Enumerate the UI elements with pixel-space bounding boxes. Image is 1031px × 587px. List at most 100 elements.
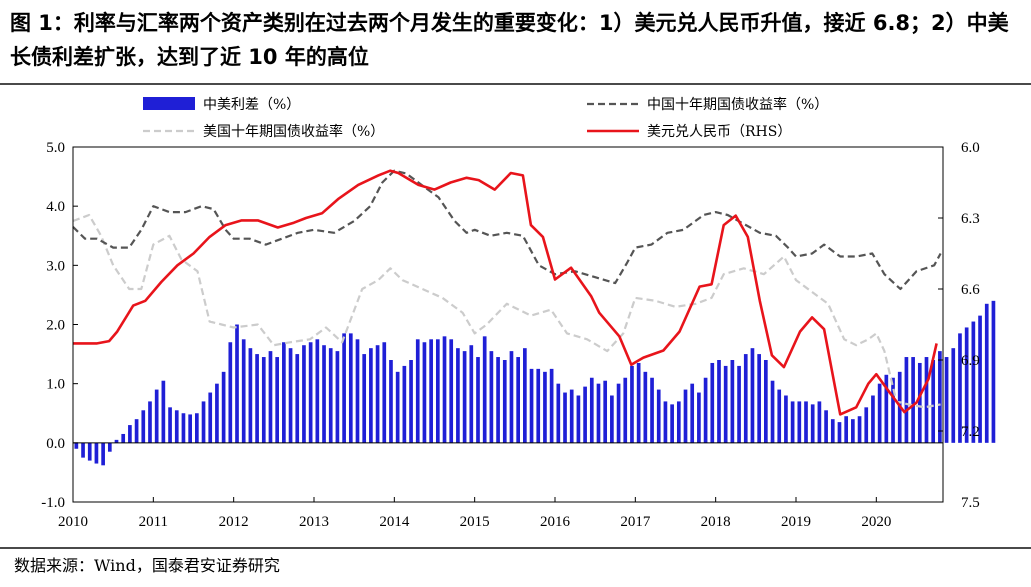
spread-bar xyxy=(248,348,253,443)
spread-bar xyxy=(871,395,875,443)
spread-bar xyxy=(456,348,460,443)
spread-bar xyxy=(971,321,976,443)
spread-bar xyxy=(683,389,688,443)
spread-bar xyxy=(235,324,239,443)
spread-bar xyxy=(991,300,996,443)
spread-bar xyxy=(790,401,795,443)
spread-bar xyxy=(496,357,500,443)
legend-label: 中美利差（%） xyxy=(203,97,300,113)
x-tick-label: 2020 xyxy=(861,514,891,530)
spread-bar xyxy=(757,354,761,443)
spread-bar xyxy=(81,442,85,458)
spread-bar xyxy=(101,442,105,466)
spread-bar xyxy=(469,345,474,443)
spread-bar xyxy=(482,336,487,443)
spread-bar xyxy=(355,339,360,443)
spread-bar xyxy=(643,371,648,443)
spread-bar xyxy=(415,339,420,443)
spread-bar xyxy=(322,345,326,443)
spread-bar xyxy=(824,410,828,443)
spread-bar xyxy=(114,439,119,443)
spread-bar xyxy=(429,339,433,443)
spread-bar xyxy=(958,333,962,443)
spread-bar xyxy=(168,407,172,443)
cn-10y-yield-line xyxy=(72,169,942,291)
spread-bar xyxy=(563,392,567,443)
x-tick-label: 2017 xyxy=(620,514,651,530)
spread-bar xyxy=(369,348,373,443)
figure-title: 图 1：利率与汇率两个资产类别在过去两个月发生的重要变化：1）美元兑人民币升值，… xyxy=(10,11,1009,69)
spread-bar xyxy=(154,389,159,443)
spread-bar xyxy=(917,362,922,443)
spread-bar xyxy=(435,339,440,443)
spread-bar xyxy=(302,345,306,443)
spread-bar xyxy=(964,327,969,443)
spread-bar xyxy=(690,383,695,443)
bottom-rule xyxy=(0,547,1031,549)
x-tick-label: 2019 xyxy=(781,514,811,530)
spread-bar xyxy=(743,354,748,443)
spread-bar xyxy=(697,392,701,443)
spread-bar xyxy=(750,348,755,443)
spread-bar xyxy=(797,401,802,443)
top-rule xyxy=(0,83,1031,85)
spread-bar xyxy=(529,368,534,443)
spread-bar xyxy=(509,351,514,443)
spread-bar xyxy=(288,348,293,443)
spread-bar xyxy=(576,395,581,443)
spread-bar xyxy=(516,357,520,443)
x-tick-label: 2018 xyxy=(701,514,731,530)
spread-bar xyxy=(717,360,721,443)
right-tick-label: 7.2 xyxy=(961,424,980,440)
spread-bar xyxy=(837,422,842,443)
spread-bar xyxy=(402,365,407,443)
left-tick-label: 0.0 xyxy=(46,436,65,452)
spread-bar xyxy=(141,410,146,443)
spread-bar xyxy=(663,401,668,443)
spread-bar xyxy=(194,413,199,443)
spread-bar xyxy=(422,342,427,443)
spread-bar xyxy=(938,351,942,443)
spread-bar xyxy=(328,348,333,443)
spread-bar xyxy=(107,442,112,452)
spread-bar xyxy=(630,365,634,443)
spread-bar xyxy=(804,401,808,443)
source-note: 数据来源：Wind，国泰君安证券研究 xyxy=(14,556,280,575)
spread-bar xyxy=(348,333,353,443)
spread-bar xyxy=(375,345,380,443)
spread-bar xyxy=(817,401,822,443)
spread-bar xyxy=(810,404,815,443)
spread-bar xyxy=(188,414,192,443)
spread-bar xyxy=(208,392,213,443)
spread-bar xyxy=(703,377,708,443)
spread-bar xyxy=(174,410,179,443)
left-tick-label: -1.0 xyxy=(41,495,65,511)
spread-bar xyxy=(215,383,219,443)
spread-bar xyxy=(784,395,788,443)
spread-bar xyxy=(931,360,936,443)
spread-bar xyxy=(181,413,186,443)
spread-bar xyxy=(476,357,480,443)
spread-bar xyxy=(556,383,561,443)
spread-bar xyxy=(389,360,393,443)
legend-label: 中国十年期国债收益率（%） xyxy=(647,96,828,113)
spread-bar xyxy=(462,351,467,443)
spread-bar xyxy=(409,360,413,443)
spread-bar xyxy=(636,362,641,443)
spread-bar xyxy=(830,419,835,443)
spread-bar xyxy=(857,416,862,443)
spread-bar xyxy=(616,383,621,443)
spread-bar xyxy=(121,433,126,443)
spread-bar xyxy=(161,380,166,443)
spread-bar xyxy=(737,365,741,443)
x-tick-label: 2016 xyxy=(540,514,571,530)
spread-bar xyxy=(268,351,273,443)
spread-bar xyxy=(851,419,855,443)
spread-bar xyxy=(221,371,226,443)
right-tick-label: 6.9 xyxy=(961,353,980,369)
spread-bar xyxy=(502,360,507,443)
spread-bar xyxy=(723,365,728,443)
spread-bar xyxy=(603,380,608,443)
spread-bar xyxy=(241,339,246,443)
chart-area: -1.0 0.0 1.0 2.0 3.0 4.0 5.0 6.0 6.3 6.6 6.9 7.2 7.5… xyxy=(41,96,996,530)
